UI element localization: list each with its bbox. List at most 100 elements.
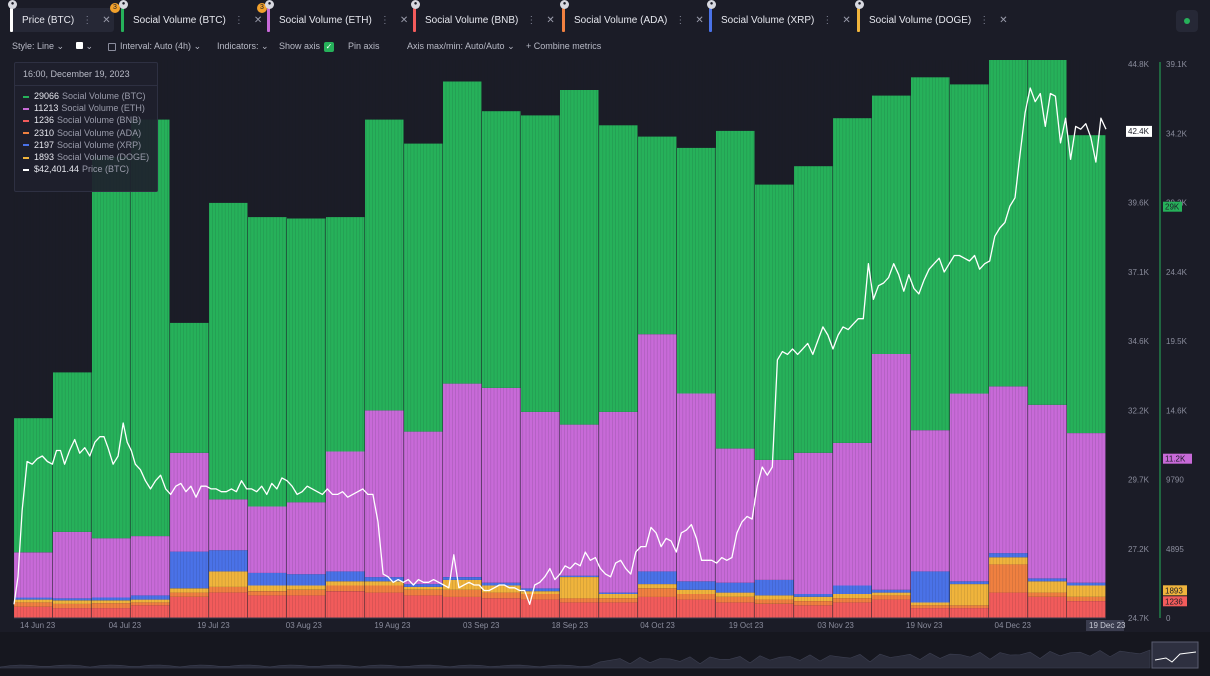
tab-label: Social Volume (DOGE) bbox=[869, 14, 972, 26]
indicators-dropdown[interactable]: Indicators: ⌄ bbox=[217, 41, 269, 52]
bar-eth-week-8 bbox=[326, 451, 365, 572]
bar-bnb-week-5 bbox=[209, 592, 248, 618]
bar-doge-week-24 bbox=[950, 584, 989, 606]
x-tick-label: 03 Sep 23 bbox=[463, 621, 500, 630]
legend-swatch bbox=[23, 168, 29, 171]
bar-btc-week-18 bbox=[716, 130, 755, 449]
legend-swatch bbox=[23, 156, 29, 159]
bar-doge-week-20 bbox=[794, 596, 833, 601]
legend-swatch bbox=[23, 107, 29, 110]
more-icon[interactable]: ⋮ bbox=[82, 14, 93, 26]
bar-xrp-week-3 bbox=[131, 595, 170, 600]
x-tick-label: 04 Jul 23 bbox=[109, 621, 142, 630]
tab-social-volume-btc[interactable]: ● Social Volume (BTC) ⋮ ✕ 3 bbox=[119, 0, 267, 32]
bar-eth-week-3 bbox=[131, 536, 170, 596]
more-icon[interactable]: ⋮ bbox=[979, 14, 990, 26]
bar-bnb-week-1 bbox=[53, 608, 92, 618]
tab-label: Social Volume (BTC) bbox=[133, 14, 226, 26]
tab-social-volume-xrp[interactable]: ● Social Volume (XRP) ⋮ ✕ bbox=[707, 0, 851, 32]
style-dropdown[interactable]: Style: Line ⌄ bbox=[12, 41, 64, 52]
bar-doge-week-16 bbox=[638, 584, 677, 589]
close-icon[interactable]: ✕ bbox=[399, 14, 409, 26]
volume-tick-label: 4895 bbox=[1166, 545, 1184, 554]
bar-doge-week-9 bbox=[365, 581, 404, 586]
bar-bnb-week-25 bbox=[989, 592, 1028, 618]
tab-social-volume-bnb[interactable]: ● Social Volume (BNB) ⋮ ✕ bbox=[411, 0, 556, 32]
color-dropdown[interactable]: ⌄ bbox=[76, 41, 93, 52]
tab-social-volume-ada[interactable]: ● Social Volume (ADA) ⋮ ✕ bbox=[560, 0, 704, 32]
bar-ada-week-14 bbox=[560, 598, 599, 603]
navigator-handle[interactable] bbox=[1151, 641, 1199, 669]
bar-eth-week-22 bbox=[872, 354, 911, 590]
close-icon[interactable]: ✕ bbox=[546, 14, 555, 26]
tooltip-series-name: Social Volume (BTC) bbox=[62, 91, 146, 101]
price-line-group bbox=[13, 87, 1107, 605]
chart-toolbar: Style: Line ⌄ ⌄ Interval: Auto (4h) ⌄ In… bbox=[0, 38, 1210, 56]
close-icon[interactable]: ✕ bbox=[695, 14, 704, 26]
more-icon[interactable]: ⋮ bbox=[526, 14, 537, 26]
bar-eth-week-1 bbox=[53, 531, 92, 599]
tab-price-btc[interactable]: ● Price (BTC) ⋮ ✕ 3 bbox=[8, 0, 120, 32]
bar-xrp-week-25 bbox=[989, 553, 1028, 558]
bar-xrp-week-17 bbox=[677, 581, 716, 590]
legend-swatch bbox=[23, 95, 29, 98]
more-icon[interactable]: ⋮ bbox=[233, 14, 244, 26]
bar-xrp-week-19 bbox=[755, 579, 794, 596]
bar-xrp-week-24 bbox=[950, 581, 989, 585]
interval-dropdown[interactable]: Interval: Auto (4h) ⌄ bbox=[108, 41, 201, 52]
bar-bnb-week-19 bbox=[755, 603, 794, 618]
more-icon[interactable]: ⋮ bbox=[675, 14, 686, 26]
tab-label: Social Volume (ETH) bbox=[279, 14, 372, 26]
navigator-price-preview bbox=[1154, 651, 1197, 663]
bar-btc-week-25 bbox=[989, 60, 1028, 387]
price-current-label: 42.4K bbox=[1128, 127, 1150, 136]
bar-eth-week-23 bbox=[911, 430, 950, 572]
close-icon[interactable]: ✕ bbox=[102, 14, 111, 26]
bar-bnb-week-2 bbox=[92, 608, 131, 618]
chart-area[interactable]: 14 Jun 23 04 Jul 23 19 Jul 23 03 Aug 23 19 A… bbox=[0, 60, 1210, 632]
x-tick-label: 19 Oct 23 bbox=[729, 621, 764, 630]
status-indicator[interactable] bbox=[1176, 10, 1198, 32]
bar-btc-week-1 bbox=[53, 372, 92, 532]
chart-navigator[interactable] bbox=[0, 632, 1210, 676]
price-tick-label: 24.7K bbox=[1128, 614, 1150, 623]
bar-xrp-week-11 bbox=[443, 577, 482, 580]
show-axis-toggle[interactable]: Show axis ✓ bbox=[279, 41, 335, 52]
bar-xrp-week-9 bbox=[365, 577, 404, 582]
bar-btc-week-16 bbox=[638, 136, 677, 335]
bar-doge-week-19 bbox=[755, 595, 794, 600]
combine-metrics-button[interactable]: + Combine metrics bbox=[526, 41, 601, 51]
tab-social-volume-doge[interactable]: ● Social Volume (DOGE) ⋮ ✕ bbox=[855, 0, 1008, 32]
close-icon[interactable]: ✕ bbox=[842, 14, 851, 26]
bar-ada-week-12 bbox=[482, 592, 521, 599]
bar-ada-week-22 bbox=[872, 595, 911, 600]
tooltip-value: 11213 bbox=[34, 103, 59, 114]
x-end-label-bg bbox=[1086, 620, 1124, 631]
bar-doge-week-1 bbox=[53, 600, 92, 604]
tooltip-row: 11213 Social Volume (ETH) bbox=[23, 103, 145, 115]
bar-ada-week-9 bbox=[365, 585, 404, 593]
more-icon[interactable]: ⋮ bbox=[822, 14, 833, 26]
axis-range-dropdown[interactable]: Axis max/min: Auto/Auto ⌄ bbox=[407, 41, 515, 52]
bar-ada-week-2 bbox=[92, 603, 131, 609]
bar-ada-week-3 bbox=[131, 602, 170, 606]
volume-bars bbox=[13, 60, 1106, 618]
price-tick-label: 27.2K bbox=[1128, 545, 1150, 554]
close-icon[interactable]: ✕ bbox=[253, 14, 263, 26]
x-end-label: 19 Dec 23 bbox=[1089, 621, 1126, 630]
bar-xrp-week-18 bbox=[716, 582, 755, 593]
pin-axis-toggle[interactable]: Pin axis bbox=[348, 41, 380, 51]
more-icon[interactable]: ⋮ bbox=[379, 14, 390, 26]
tab-social-volume-eth[interactable]: ● Social Volume (ETH) ⋮ ✕ bbox=[265, 0, 409, 32]
close-icon[interactable]: ✕ bbox=[999, 14, 1008, 26]
bar-ada-week-18 bbox=[716, 596, 755, 603]
x-tick-label: 04 Oct 23 bbox=[640, 621, 675, 630]
x-tick-label: 19 Aug 23 bbox=[374, 621, 411, 630]
bar-xrp-week-27 bbox=[1067, 582, 1106, 586]
pin-axis-label: Pin axis bbox=[348, 41, 380, 51]
bar-bnb-week-9 bbox=[365, 592, 404, 618]
bar-ada-week-27 bbox=[1067, 596, 1106, 601]
bar-bnb-week-17 bbox=[677, 599, 716, 618]
bar-eth-week-2 bbox=[92, 538, 131, 598]
bar-eth-week-17 bbox=[677, 393, 716, 582]
